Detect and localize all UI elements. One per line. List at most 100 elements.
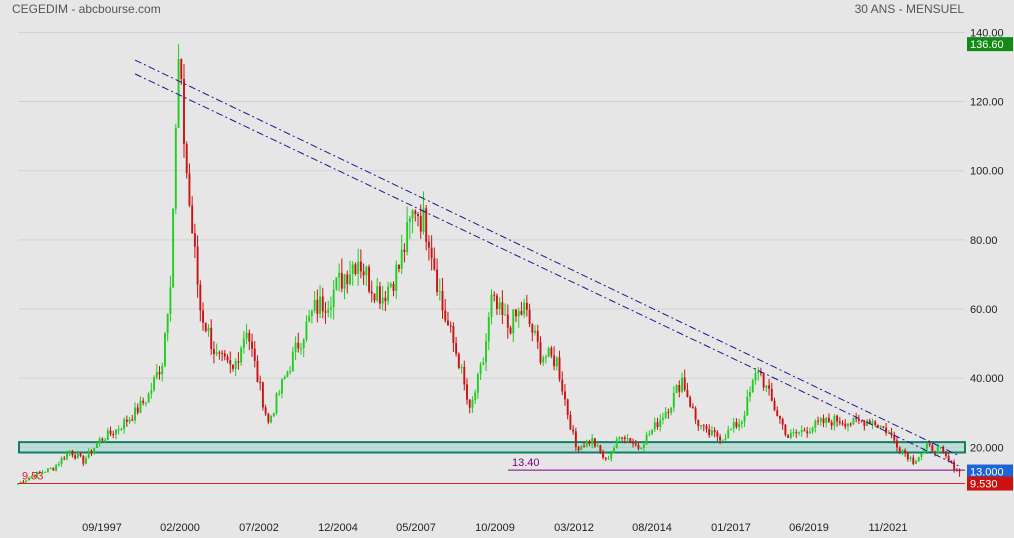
- candle-body: [944, 451, 947, 456]
- candle-body: [193, 233, 196, 247]
- y-tick-label: 40.000: [970, 373, 1004, 385]
- candle-body: [403, 249, 406, 253]
- candle-body: [191, 205, 194, 234]
- candle-body: [779, 415, 781, 420]
- candle-body: [724, 438, 727, 440]
- candle-body: [493, 294, 496, 296]
- candle-body: [215, 352, 218, 354]
- candle-body: [735, 422, 738, 428]
- candle-body: [242, 338, 245, 348]
- candle-body: [727, 429, 730, 439]
- candle-body: [425, 208, 428, 242]
- candle-body: [934, 451, 937, 454]
- candle-body: [256, 360, 259, 383]
- candle-body: [803, 430, 806, 432]
- candle-body: [95, 443, 98, 448]
- candle-body: [286, 371, 289, 377]
- candle-body: [142, 400, 145, 403]
- candle-body: [599, 445, 602, 453]
- candle-body: [890, 432, 893, 436]
- candle-body: [422, 208, 425, 232]
- candle-body: [395, 264, 398, 291]
- candle-body: [939, 446, 942, 448]
- x-tick-label: 06/2019: [789, 522, 829, 534]
- candle-body: [155, 372, 158, 378]
- candle-body: [838, 421, 841, 424]
- candle-body: [531, 323, 534, 333]
- candle-body: [169, 287, 172, 314]
- candle-body: [300, 348, 302, 350]
- candle-body: [901, 450, 904, 452]
- candle-body: [847, 423, 849, 427]
- chart-title: CEGEDIM - abcbourse.com: [12, 2, 161, 16]
- candle-body: [683, 377, 686, 390]
- candle-body: [93, 447, 96, 454]
- candle-body: [634, 443, 637, 445]
- candle-body: [229, 360, 232, 365]
- candle-body: [844, 423, 847, 427]
- candle-body: [38, 472, 41, 474]
- candle-body: [539, 341, 542, 363]
- candle-body: [316, 299, 319, 314]
- candle-body: [857, 418, 860, 421]
- candle-body: [264, 407, 267, 414]
- candle-body: [781, 419, 784, 425]
- candle-body: [289, 371, 292, 373]
- candle-body: [120, 428, 123, 430]
- candle-body: [792, 432, 795, 434]
- candle-body: [626, 438, 629, 440]
- candle-body: [710, 430, 713, 436]
- candle-body: [463, 367, 466, 385]
- candle-body: [436, 269, 439, 293]
- candle-body: [585, 441, 588, 447]
- candle-body: [166, 313, 169, 334]
- candle-body: [572, 429, 575, 432]
- candle-body: [806, 431, 809, 434]
- candle-body: [553, 355, 556, 367]
- candle-body: [700, 425, 702, 427]
- last-price-tag: 13.000: [970, 467, 1004, 479]
- candle-body: [74, 455, 77, 459]
- candle-body: [591, 438, 594, 444]
- candle-body: [332, 289, 335, 308]
- candle-body: [384, 297, 387, 302]
- high-price-tag: 136.60: [970, 39, 1004, 51]
- candle-body: [607, 458, 610, 460]
- candle-body: [697, 419, 700, 427]
- candle-body: [659, 419, 662, 427]
- candle-body: [22, 481, 25, 483]
- y-tick-label: 20.000: [970, 442, 1004, 454]
- candle-body: [716, 432, 719, 437]
- chart-period: 30 ANS - MENSUEL: [854, 2, 964, 16]
- x-tick-label: 08/2014: [632, 522, 672, 534]
- candle-body: [131, 419, 134, 421]
- candle-body: [457, 353, 460, 368]
- candle-body: [278, 393, 281, 395]
- candle-body: [27, 478, 30, 481]
- candle-body: [66, 453, 68, 459]
- candle-body: [281, 379, 283, 394]
- candle-body: [82, 455, 85, 464]
- candle-body: [240, 347, 243, 363]
- candle-body: [896, 440, 898, 448]
- candle-body: [319, 296, 322, 314]
- candle-body: [161, 366, 164, 375]
- candle-body: [444, 310, 447, 321]
- candle-body: [947, 455, 950, 461]
- candle-body: [283, 376, 286, 380]
- candle-body: [768, 385, 771, 389]
- candle-body: [808, 431, 811, 434]
- candle-body: [743, 415, 746, 422]
- candle-body: [294, 342, 297, 352]
- candle-body: [923, 448, 926, 454]
- candle-body: [210, 327, 213, 350]
- candle-body: [860, 420, 863, 422]
- candle-body: [183, 78, 185, 145]
- candle-body: [950, 460, 953, 463]
- candle-body: [321, 296, 324, 312]
- candle-body: [904, 450, 907, 454]
- candle-body: [90, 450, 93, 454]
- high-price-tag-bg: [967, 37, 1013, 52]
- candle-body: [686, 389, 689, 398]
- candle-body: [400, 249, 403, 269]
